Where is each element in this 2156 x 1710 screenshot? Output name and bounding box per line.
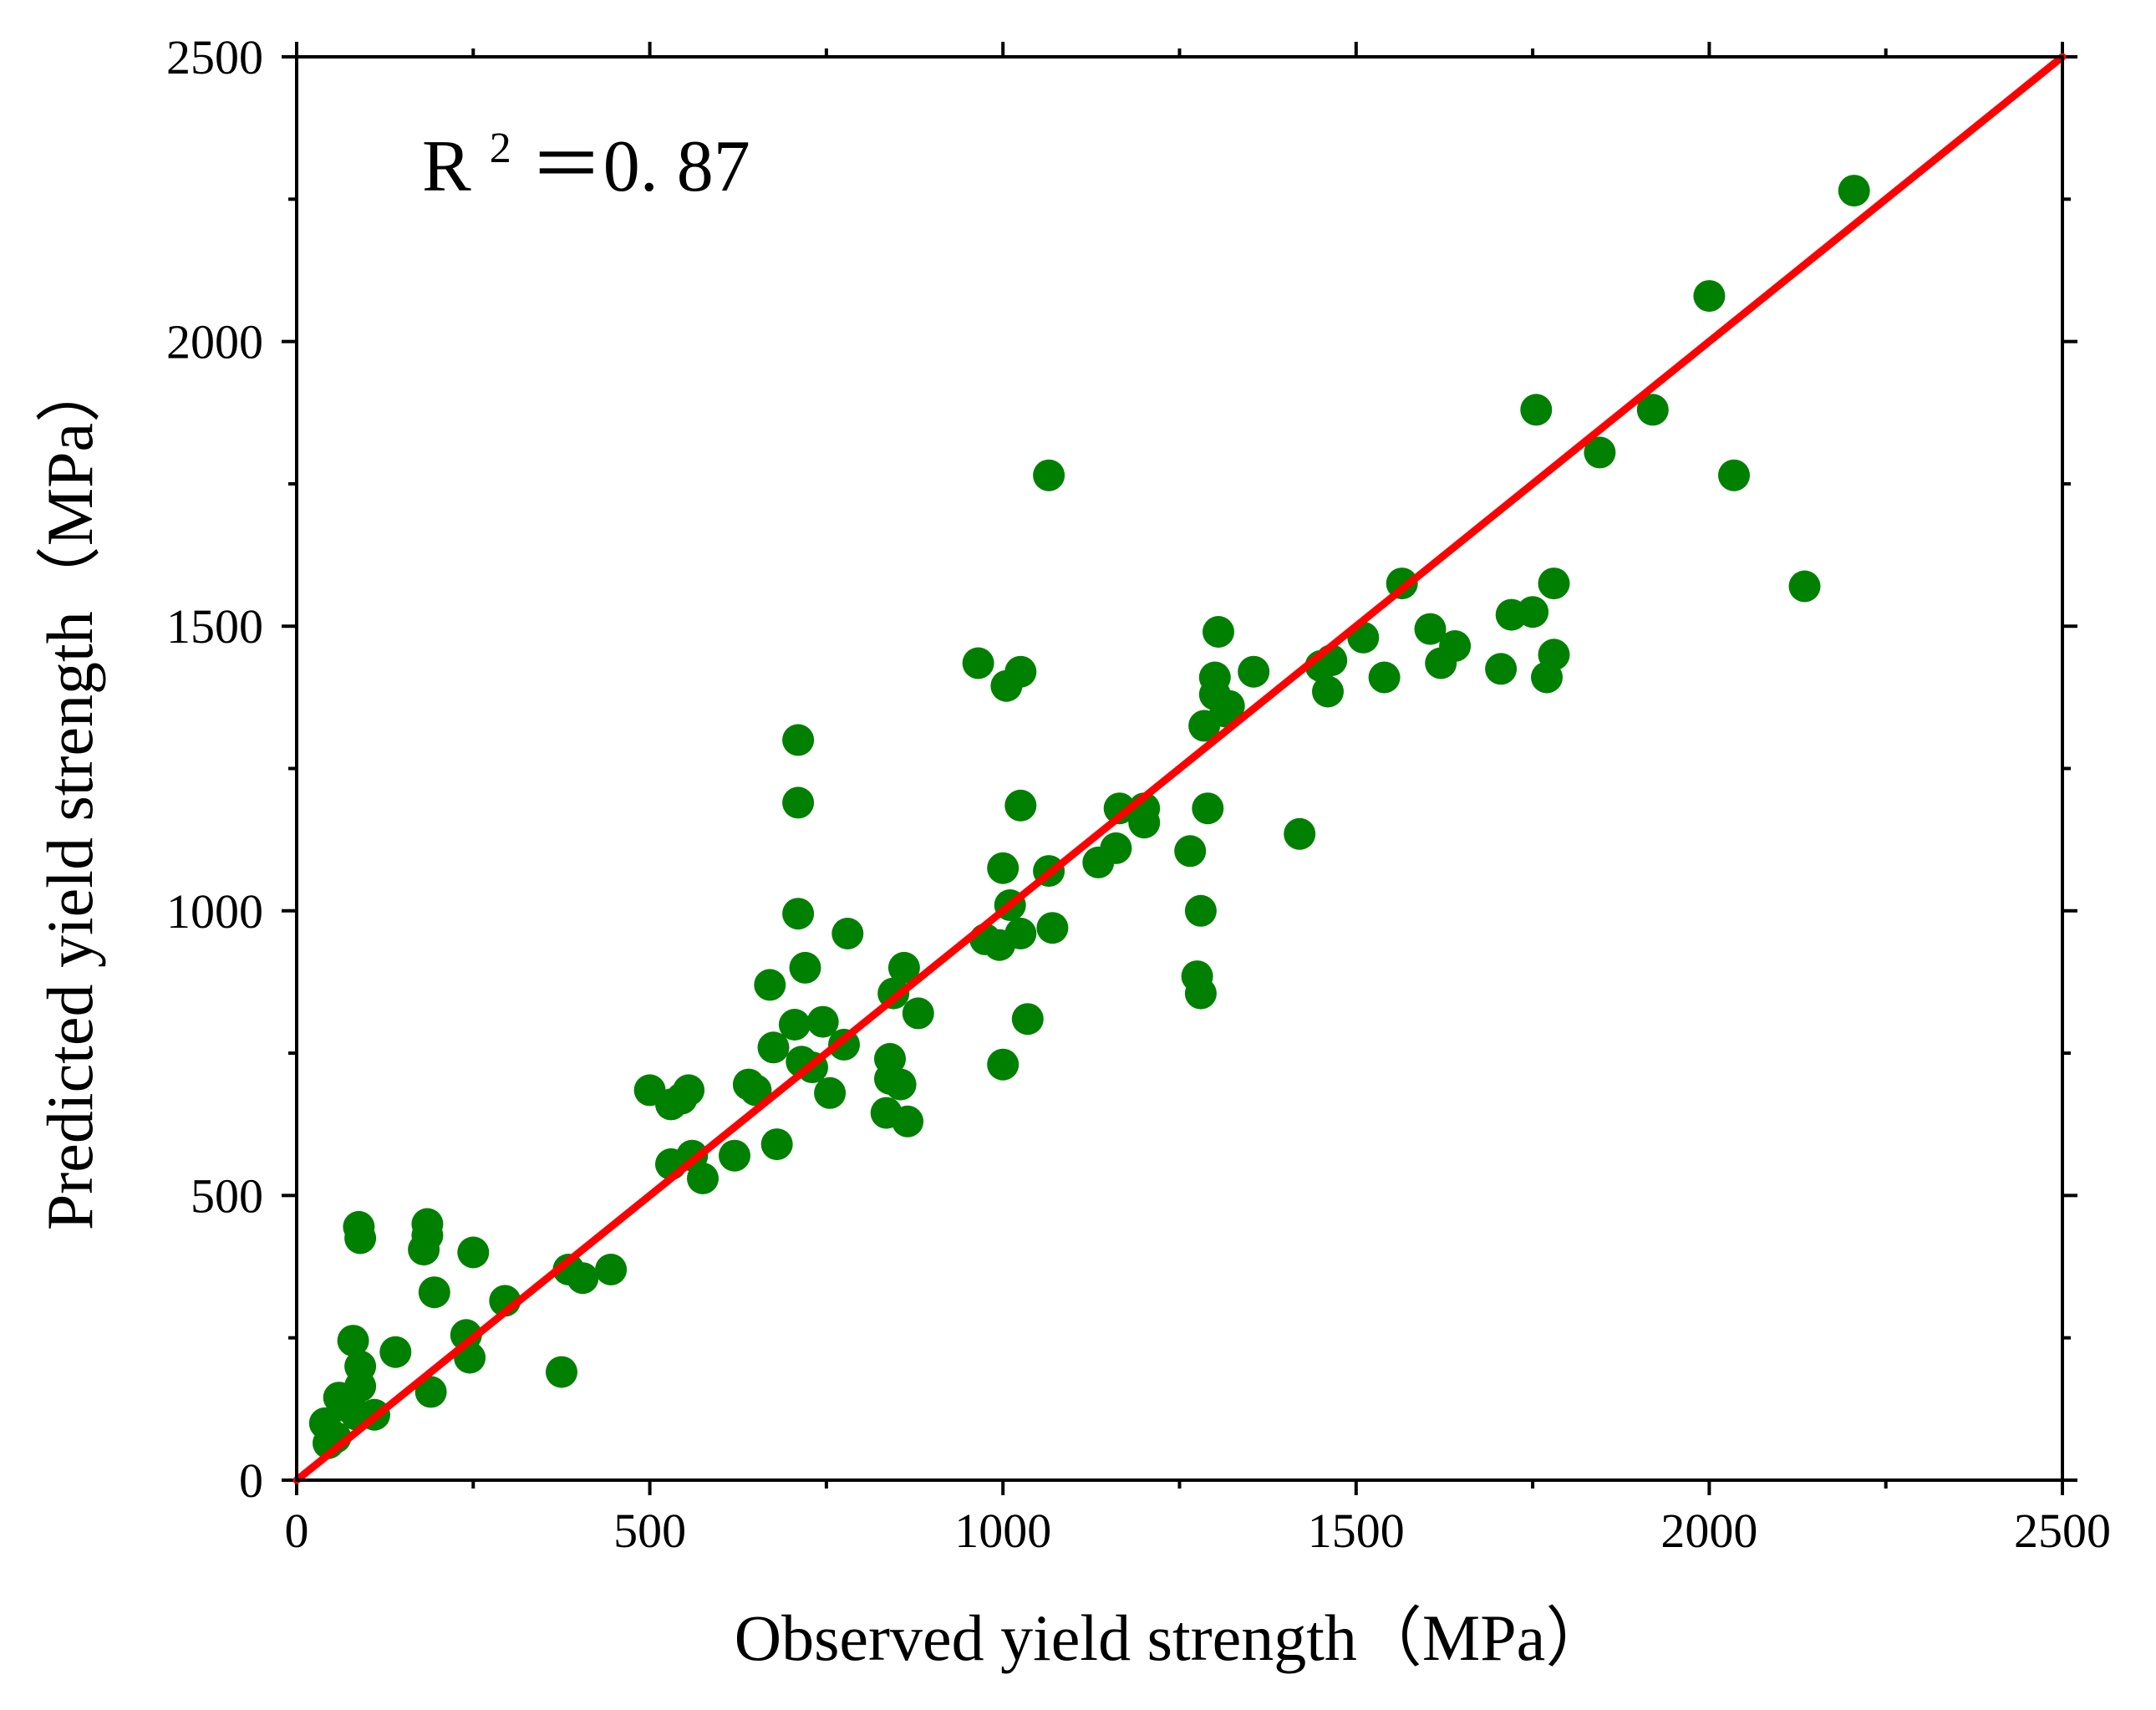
data-point (902, 997, 934, 1030)
y-axis-title: Predicted yield strength（MPa） (33, 358, 106, 1230)
data-point (1033, 459, 1065, 491)
data-point (1004, 789, 1037, 822)
data-point (1517, 596, 1549, 629)
y-tick-label: 2000 (166, 315, 263, 369)
data-point (1011, 1003, 1044, 1036)
data-point (1192, 792, 1224, 825)
data-point (987, 1048, 1020, 1081)
data-point (1184, 977, 1217, 1010)
x-axis-title: Observed yield strength（MPa） (735, 1601, 1611, 1674)
data-point (814, 1076, 847, 1109)
data-point (1718, 459, 1750, 491)
annotation-base: R (422, 126, 471, 207)
data-point (1004, 918, 1037, 949)
tick-labels: 0 500 1000 1500 2000 2500 0 500 1000 1500 2000 2500 (166, 30, 2111, 1558)
x-tick-label: 1500 (1308, 1504, 1405, 1558)
data-point (1414, 613, 1447, 645)
data-point (1036, 912, 1069, 944)
data-point (344, 1370, 377, 1402)
data-point (782, 786, 815, 819)
data-point (757, 1031, 790, 1064)
x-tick-label: 1000 (954, 1504, 1051, 1558)
data-point (754, 969, 786, 1001)
data-point (567, 1262, 599, 1295)
x-tick-label: 0 (285, 1504, 309, 1558)
x-tick-label: 2000 (1660, 1504, 1757, 1558)
data-point (892, 1105, 924, 1137)
y-tick-label: 2500 (166, 30, 263, 84)
data-point (806, 1005, 839, 1038)
data-point (1004, 655, 1037, 688)
data-points (308, 175, 1870, 1459)
data-point (1203, 616, 1234, 648)
data-point (1284, 817, 1316, 850)
data-point (987, 852, 1020, 884)
data-point (782, 898, 815, 930)
data-point (411, 1208, 444, 1240)
data-point (884, 1068, 917, 1101)
data-point (1368, 661, 1401, 694)
data-point (1128, 807, 1161, 839)
data-point (1636, 394, 1669, 426)
data-point (457, 1236, 490, 1269)
data-point (1485, 653, 1518, 685)
data-point (1174, 835, 1207, 868)
data-point (887, 951, 920, 984)
data-point (1538, 567, 1570, 600)
data-point (414, 1376, 447, 1408)
x-tick-label: 2500 (2014, 1504, 2111, 1558)
data-point (1520, 394, 1553, 426)
data-point (778, 1009, 811, 1041)
data-point (1103, 792, 1136, 825)
data-point (1439, 630, 1472, 662)
y-tick-label: 1500 (166, 599, 263, 654)
data-point (1838, 175, 1870, 207)
data-point (782, 724, 815, 756)
data-point (760, 1128, 793, 1161)
fit-line (292, 53, 2067, 1484)
data-point (595, 1254, 628, 1285)
data-point (1238, 655, 1270, 688)
y-tick-label: 1000 (166, 884, 263, 939)
data-point (418, 1276, 450, 1309)
data-point (687, 1163, 719, 1194)
data-point (344, 1222, 377, 1255)
data-point (1213, 690, 1245, 722)
plot-frame (295, 55, 2064, 1482)
data-point (1100, 832, 1132, 864)
x-tick-label: 500 (613, 1504, 686, 1558)
annotation-value: ＝0. 87 (530, 126, 750, 207)
data-point (1184, 894, 1217, 927)
data-point (740, 1074, 772, 1107)
data-point (831, 918, 864, 949)
data-point (337, 1325, 369, 1357)
data-point (1538, 639, 1570, 671)
data-point (789, 951, 821, 984)
y-tick-label: 500 (191, 1168, 263, 1223)
data-point (379, 1336, 412, 1368)
data-point (1693, 280, 1726, 313)
data-point (673, 1074, 705, 1107)
data-point (962, 647, 994, 679)
data-point (1312, 675, 1344, 708)
data-point (1788, 570, 1821, 603)
data-point (719, 1139, 750, 1172)
fit-line-layer (292, 53, 2067, 1484)
r-squared-annotation: R 2 ＝0. 87 (422, 98, 750, 207)
data-point (1584, 436, 1616, 469)
annotation-superscript: 2 (490, 125, 511, 172)
data-point (546, 1356, 577, 1388)
y-tick-label: 0 (239, 1453, 263, 1508)
